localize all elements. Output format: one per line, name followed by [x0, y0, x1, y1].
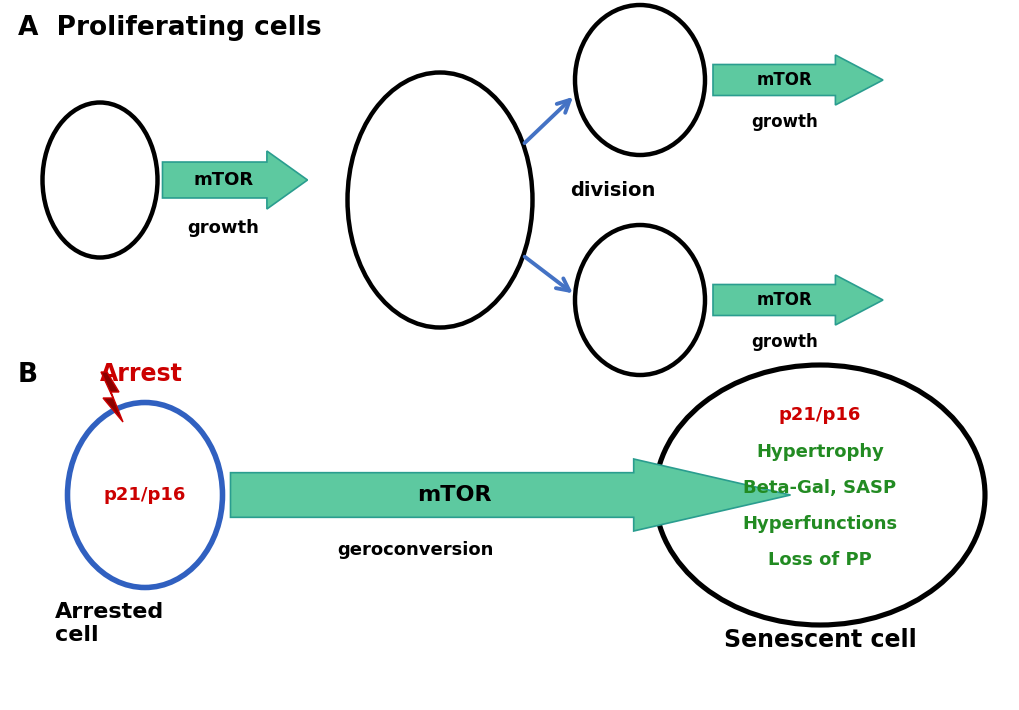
Text: mTOR: mTOR [756, 71, 811, 89]
Text: growth: growth [750, 333, 817, 351]
Ellipse shape [575, 5, 704, 155]
Text: division: division [570, 180, 654, 200]
Polygon shape [101, 372, 123, 422]
Ellipse shape [654, 365, 984, 625]
Text: mTOR: mTOR [194, 171, 253, 189]
Text: Arrested
cell: Arrested cell [55, 602, 164, 645]
Polygon shape [230, 459, 790, 531]
Text: mTOR: mTOR [756, 291, 811, 309]
Text: Beta-Gal, SASP: Beta-Gal, SASP [743, 479, 896, 497]
Text: growth: growth [750, 113, 817, 131]
Text: Senescent cell: Senescent cell [722, 628, 915, 652]
Ellipse shape [43, 102, 157, 258]
Text: A  Proliferating cells: A Proliferating cells [18, 15, 321, 41]
Text: Loss of PP: Loss of PP [767, 551, 871, 569]
Text: Hyperfunctions: Hyperfunctions [742, 515, 897, 533]
Ellipse shape [67, 403, 222, 587]
Polygon shape [712, 55, 882, 105]
Text: B: B [18, 362, 38, 388]
Text: Arrest: Arrest [100, 362, 182, 386]
Ellipse shape [347, 72, 532, 327]
Text: geroconversion: geroconversion [337, 541, 493, 559]
Text: p21/p16: p21/p16 [779, 406, 860, 424]
Text: p21/p16: p21/p16 [104, 486, 186, 504]
Text: Hypertrophy: Hypertrophy [755, 443, 883, 461]
Polygon shape [712, 275, 882, 325]
Text: growth: growth [187, 219, 259, 237]
Polygon shape [162, 151, 307, 209]
Text: mTOR: mTOR [417, 485, 491, 505]
Ellipse shape [575, 225, 704, 375]
